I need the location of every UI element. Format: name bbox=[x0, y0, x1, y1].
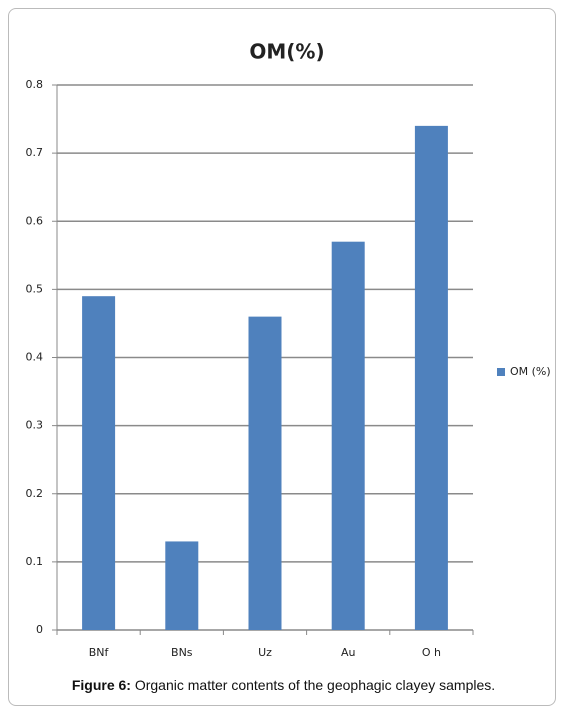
figure-frame bbox=[8, 8, 556, 706]
y-tick-label: 0.2 bbox=[26, 487, 44, 500]
bar bbox=[248, 316, 282, 630]
y-tick-label: 0.3 bbox=[26, 419, 44, 432]
y-tick-label: 0.4 bbox=[26, 351, 44, 364]
bar bbox=[331, 241, 365, 630]
x-tick-label: Au bbox=[341, 646, 356, 659]
x-tick-label: BNf bbox=[89, 646, 110, 659]
caption-text: Organic matter contents of the geophagic… bbox=[134, 677, 496, 693]
bar bbox=[414, 125, 448, 630]
x-tick-label: BNs bbox=[171, 646, 193, 659]
y-tick-label: 0.1 bbox=[26, 555, 44, 568]
y-tick-label: 0.6 bbox=[26, 214, 44, 227]
caption: Figure 6: Organic matter contents of the… bbox=[0, 677, 567, 693]
y-tick-label: 0.7 bbox=[26, 146, 44, 159]
legend-swatch bbox=[497, 368, 505, 376]
x-tick-label: Uz bbox=[258, 646, 272, 659]
x-tick-label: O h bbox=[422, 646, 441, 659]
bar bbox=[165, 541, 199, 630]
bar bbox=[82, 296, 116, 630]
y-tick-label: 0.8 bbox=[26, 78, 44, 91]
y-tick-label: 0.5 bbox=[26, 282, 44, 295]
legend-label: OM (%) bbox=[510, 365, 551, 378]
chart-title: OM(%) bbox=[249, 40, 324, 64]
y-tick-label: 0 bbox=[36, 623, 43, 636]
caption-label: Figure 6: bbox=[71, 677, 131, 693]
